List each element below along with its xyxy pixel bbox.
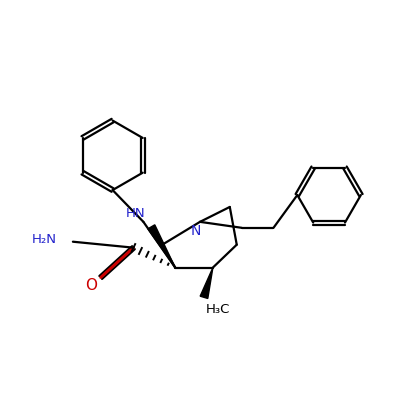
Polygon shape xyxy=(200,268,213,298)
Text: H₃C: H₃C xyxy=(206,303,230,316)
Text: H₂N: H₂N xyxy=(32,233,57,246)
Text: N: N xyxy=(191,224,201,238)
Text: O: O xyxy=(85,278,97,293)
Polygon shape xyxy=(148,225,175,268)
Text: HN: HN xyxy=(126,208,145,220)
